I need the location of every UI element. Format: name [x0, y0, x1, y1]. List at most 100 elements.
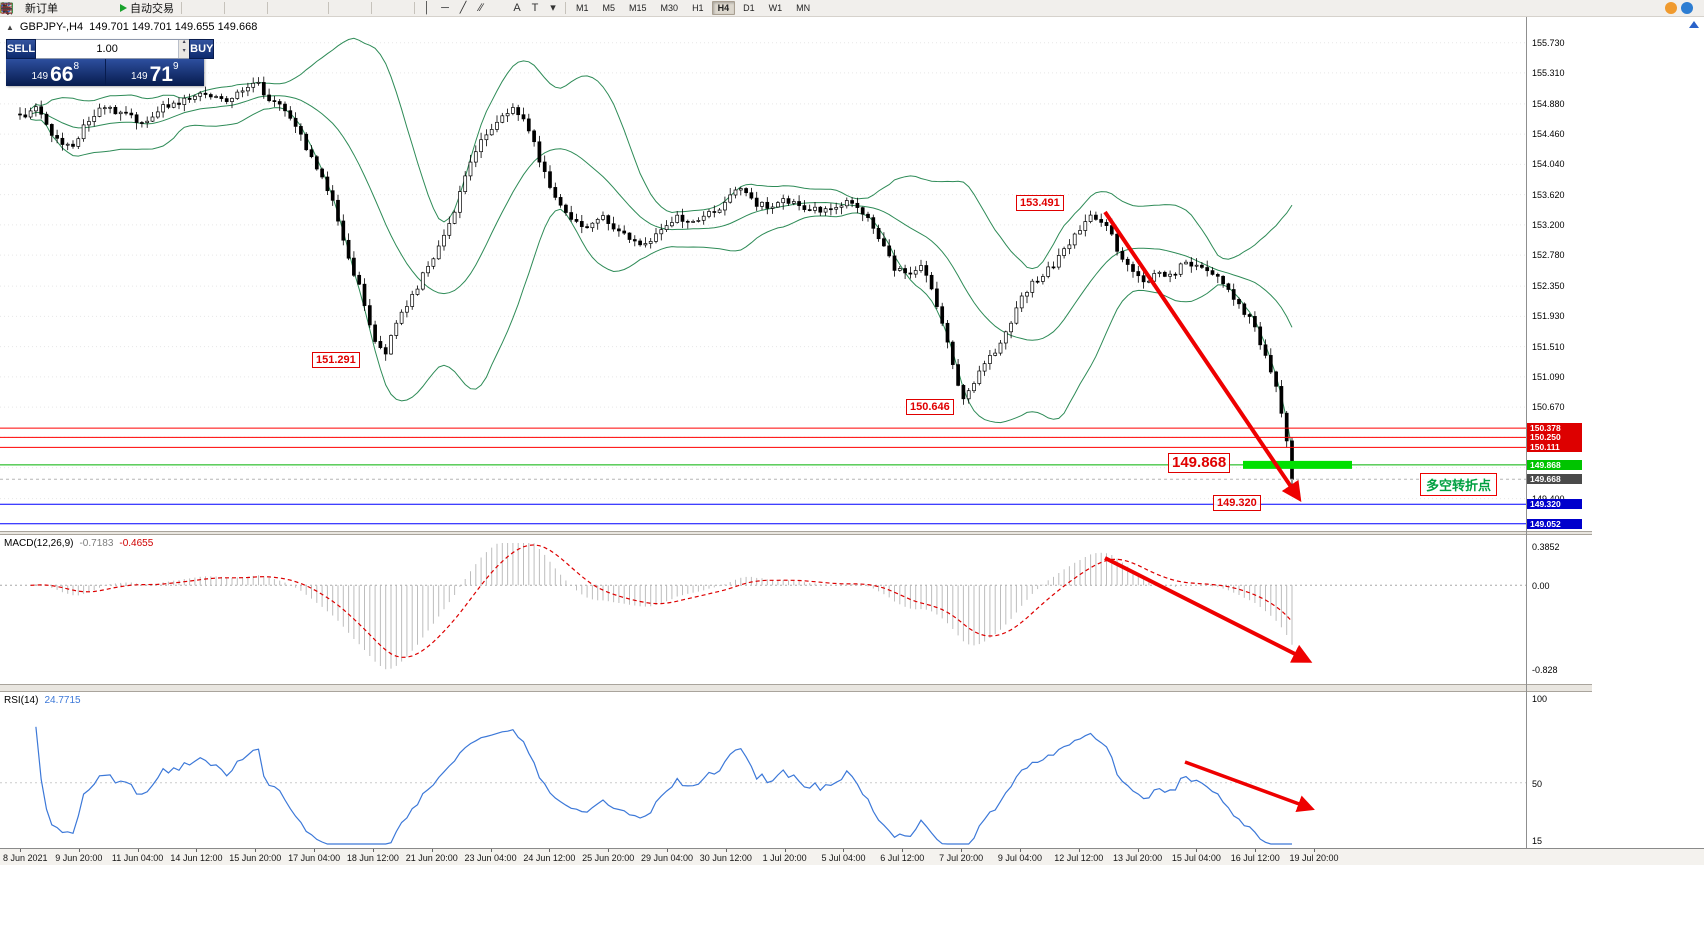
vertical-line-tool-icon[interactable]: │: [423, 1, 431, 14]
bar-chart-type-icon[interactable]: [1, 1, 289, 16]
indicators-icon[interactable]: [0, 1, 203, 16]
crosshair-icon[interactable]: [1, 1, 411, 16]
time-axis-label: 25 Jun 20:00: [582, 853, 635, 863]
timeframe-h4[interactable]: H4: [711, 1, 736, 15]
macd-name: MACD(12,26,9): [4, 538, 74, 549]
time-axis-tick: [314, 849, 316, 852]
price-axis-tick: 155.730: [1532, 37, 1565, 48]
one-click-toggle-icon[interactable]: ▲: [6, 22, 14, 32]
time-axis-label: 18 Jun 12:00: [346, 853, 399, 863]
timeframe-h1[interactable]: H1: [692, 3, 704, 13]
volume-spinner: ▴ ▾: [178, 39, 190, 58]
time-axis-tick: [78, 849, 80, 852]
refresh-icon[interactable]: [0, 1, 368, 16]
scroll-up-icon[interactable]: [1689, 21, 1699, 28]
price-level-tag: 149.052: [1527, 518, 1582, 529]
macd-scale-zero: 0.00: [1532, 581, 1550, 591]
buy-price-point: 9: [172, 61, 179, 72]
fibonacci-tool-icon[interactable]: [1, 1, 508, 16]
price-axis-tick: 154.040: [1532, 159, 1565, 170]
price-axis-tick: 150.670: [1532, 402, 1565, 413]
buy-price-figure: 149: [130, 71, 148, 82]
autotrading-label: 自动交易: [130, 3, 174, 15]
main-price-chart[interactable]: [0, 16, 1526, 531]
volume-input[interactable]: [36, 40, 179, 58]
symbol-period-label: GBPJPY-,H4: [19, 21, 84, 33]
horizontal-line-tool-icon[interactable]: ─: [441, 1, 449, 14]
price-axis-tick: 154.460: [1532, 129, 1565, 140]
data-window-icon[interactable]: [0, 1, 98, 16]
macd-scale-max: 0.3852: [1532, 542, 1560, 552]
zoom-in-icon[interactable]: [0, 1, 246, 16]
sell-price-display[interactable]: 149 66 8: [6, 59, 105, 86]
search-icon[interactable]: [1681, 2, 1693, 14]
time-axis[interactable]: 8 Jun 2021 9 Jun 20:00 11 Jun 04:00 14 Jun …: [0, 848, 1704, 865]
navigator-icon[interactable]: [0, 1, 116, 16]
label-tool-icon[interactable]: T: [531, 1, 539, 14]
channel-tool-icon[interactable]: ∕∕: [479, 1, 483, 14]
time-axis-tick: [255, 849, 257, 852]
price-axis-tick: 151.510: [1532, 341, 1565, 352]
buy-price-display[interactable]: 149 71 9: [105, 59, 204, 86]
rsi-scale-min: 15: [1532, 836, 1543, 846]
time-axis-tick: [137, 849, 139, 852]
arrange-windows-icon[interactable]: [0, 1, 350, 16]
rsi-value: 24.7715: [44, 695, 81, 706]
time-axis-tick: [1255, 849, 1257, 852]
timeframe-d1[interactable]: D1: [743, 3, 755, 13]
time-axis-label: 1 Jul 20:00: [762, 853, 807, 863]
timeframe-mn[interactable]: MN: [796, 3, 811, 13]
trendline-tool-icon[interactable]: ╱: [459, 1, 467, 14]
timeframe-w1[interactable]: W1: [768, 3, 783, 13]
line-chart-type-icon[interactable]: [0, 1, 325, 16]
time-axis-label: 15 Jun 20:00: [229, 853, 282, 863]
toolbar-separator: [328, 2, 329, 14]
time-axis-tick: [1137, 849, 1139, 852]
autotrading-play-icon: [120, 4, 127, 12]
volume-down-button[interactable]: ▾: [179, 48, 190, 58]
time-axis-tick: [784, 849, 786, 852]
time-axis-label: 17 Jun 04:00: [288, 853, 341, 863]
price-axis-tick: 152.350: [1532, 281, 1565, 292]
macd-panel[interactable]: [0, 535, 1526, 684]
toolbar-separator: [371, 2, 372, 14]
timeframe-m1[interactable]: M1: [576, 3, 589, 13]
cursor-icon[interactable]: [3, 1, 393, 16]
time-axis-label: 11 Jun 04:00: [111, 853, 164, 863]
time-axis-tick: [1314, 849, 1316, 852]
sell-button[interactable]: SELL: [6, 39, 37, 59]
community-icon[interactable]: [1665, 2, 1677, 14]
macd-scale-min: -0.828: [1532, 665, 1558, 675]
chart-title: ▲ GBPJPY-,H4 149.701 149.701 149.655 149…: [6, 21, 257, 33]
price-axis-tick: 149.400: [1532, 493, 1565, 504]
price-axis-tick: 153.620: [1532, 189, 1565, 200]
panel-divider[interactable]: [0, 684, 1592, 692]
rsi-name: RSI(14): [4, 695, 39, 706]
new-order-button[interactable]: 新订单: [0, 1, 62, 16]
text-tool-icon[interactable]: A: [513, 1, 521, 14]
sell-price-point: 8: [73, 61, 80, 72]
market-watch-icon[interactable]: [0, 1, 80, 16]
time-axis-tick: [549, 849, 551, 852]
timeframe-m5[interactable]: M5: [602, 3, 616, 13]
price-level-tag: 150.250: [1527, 432, 1582, 443]
rsi-panel[interactable]: [0, 692, 1526, 848]
buy-button[interactable]: BUY: [189, 39, 215, 59]
timeframe-m15[interactable]: M15: [629, 3, 647, 13]
timeframe-m30[interactable]: M30: [660, 3, 679, 13]
zoom-out-icon[interactable]: [0, 1, 264, 16]
time-axis-label: 21 Jun 20:00: [405, 853, 458, 863]
time-axis-label: 14 Jun 12:00: [170, 853, 223, 863]
time-axis-label: 7 Jul 20:00: [939, 853, 984, 863]
template-icon[interactable]: [0, 1, 221, 16]
price-axis-tick: 154.880: [1532, 98, 1565, 109]
panel-divider[interactable]: [0, 531, 1592, 535]
volume-up-button[interactable]: ▴: [179, 39, 190, 49]
turning-point-note[interactable]: 多空转折点: [1420, 473, 1498, 496]
time-axis-tick: [431, 849, 433, 852]
rsi-scale-max: 100: [1532, 694, 1548, 704]
candlestick-chart-type-icon[interactable]: [1, 1, 307, 16]
autotrading-button[interactable]: 自动交易: [116, 1, 178, 16]
shapes-dropdown-icon[interactable]: ▾: [550, 1, 556, 14]
